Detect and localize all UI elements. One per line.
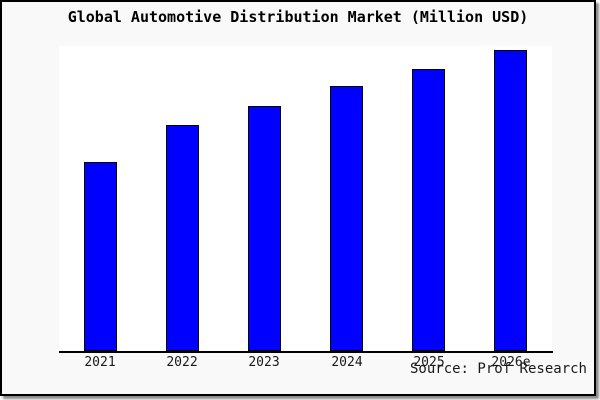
x-tick-label-2022: 2022	[166, 355, 198, 370]
x-tick-label-2024: 2024	[331, 355, 363, 370]
chart-title: Global Automotive Distribution Market (M…	[67, 8, 529, 26]
x-tick-label-2023: 2023	[248, 355, 280, 370]
bar-2024	[330, 86, 363, 351]
bar-2023	[248, 106, 281, 351]
bar-2026e	[494, 50, 527, 351]
bar-2022	[166, 125, 199, 351]
x-axis-line	[59, 351, 553, 353]
x-tick-label-2026e: 2026e	[491, 355, 531, 370]
x-tick-label-2021: 2021	[84, 355, 116, 370]
plot-area	[59, 46, 552, 351]
bar-2021	[84, 162, 117, 351]
bar-2025	[412, 69, 445, 351]
x-tick-label-2025: 2025	[413, 355, 445, 370]
source-credit: Source: Prof Research	[409, 361, 587, 377]
